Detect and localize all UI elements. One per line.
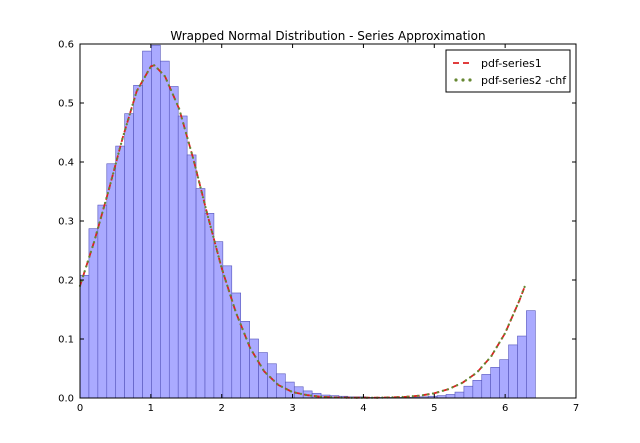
histogram-bar bbox=[115, 145, 125, 399]
x-tick-label: 1 bbox=[148, 403, 154, 414]
legend-label-series1: pdf-series1 bbox=[481, 57, 542, 70]
histogram-bar bbox=[267, 363, 277, 399]
x-tick-label: 2 bbox=[219, 403, 225, 414]
histogram-bar bbox=[454, 391, 465, 399]
histogram-bar bbox=[168, 86, 179, 399]
histogram-bar bbox=[213, 241, 224, 399]
y-tick-label: 0.2 bbox=[58, 276, 74, 287]
y-tick-label: 0.1 bbox=[58, 335, 74, 346]
histogram-bar bbox=[124, 113, 134, 399]
x-tick-label: 4 bbox=[360, 403, 366, 414]
histogram-bar bbox=[526, 310, 536, 399]
histogram-bar bbox=[240, 320, 250, 399]
histogram-bar bbox=[160, 60, 170, 399]
series-line-1 bbox=[79, 64, 526, 399]
histogram-bar bbox=[231, 292, 242, 399]
histogram-bar bbox=[517, 335, 527, 399]
legend: pdf-series1 pdf-series2 -chf bbox=[445, 49, 571, 93]
histogram-bar bbox=[499, 359, 509, 399]
y-tick-label: 0.3 bbox=[58, 217, 74, 228]
histogram-bar bbox=[79, 274, 90, 399]
y-tick-label: 0.0 bbox=[58, 394, 74, 405]
histogram-bar bbox=[472, 379, 483, 399]
histogram-bar bbox=[445, 394, 456, 399]
histogram-bar bbox=[106, 163, 117, 399]
x-tick-label: 0 bbox=[77, 403, 83, 414]
histogram-bar bbox=[195, 188, 206, 399]
x-tick-label: 3 bbox=[289, 403, 295, 414]
chart-title: Wrapped Normal Distribution - Series App… bbox=[170, 29, 485, 43]
histogram-bar bbox=[204, 213, 215, 399]
histogram-bar bbox=[481, 374, 491, 399]
x-axis: 0 1 2 3 4 5 6 7 bbox=[77, 44, 579, 414]
x-tick-label: 5 bbox=[431, 403, 437, 414]
histogram-bar bbox=[133, 85, 143, 399]
histogram-bar bbox=[258, 352, 268, 399]
x-tick-label: 6 bbox=[502, 403, 508, 414]
y-tick-label: 0.5 bbox=[58, 99, 74, 110]
y-axis: 0.0 0.1 0.2 0.3 0.4 0.5 0.6 bbox=[58, 40, 576, 405]
histogram-bar bbox=[463, 385, 474, 399]
histogram-bar bbox=[151, 44, 161, 399]
histogram-bar bbox=[186, 154, 197, 399]
histogram-bars bbox=[79, 44, 536, 399]
histogram-bar bbox=[97, 204, 108, 399]
legend-label-series2: pdf-series2 -chf bbox=[481, 74, 567, 87]
histogram-bar bbox=[177, 115, 188, 399]
histogram-bar bbox=[142, 50, 152, 399]
pdf-curves bbox=[78, 63, 527, 399]
y-tick-label: 0.6 bbox=[58, 40, 74, 51]
histogram-bar bbox=[490, 367, 500, 399]
x-tick-label: 7 bbox=[573, 403, 579, 414]
histogram-bar bbox=[508, 344, 518, 399]
legend-swatch-series2 bbox=[454, 78, 472, 82]
legend-box bbox=[445, 49, 571, 93]
y-tick-label: 0.4 bbox=[58, 158, 74, 169]
